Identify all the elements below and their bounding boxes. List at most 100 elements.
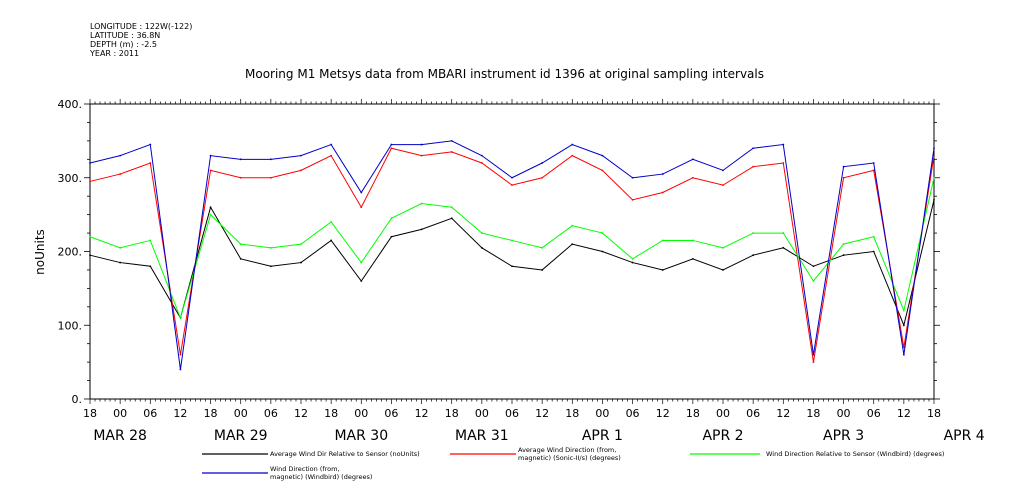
- data-point: [480, 246, 483, 249]
- data-point: [872, 169, 875, 172]
- data-point: [450, 217, 453, 220]
- data-point: [300, 154, 302, 157]
- data-point: [89, 162, 91, 164]
- data-point: [541, 162, 544, 164]
- data-point: [722, 169, 724, 172]
- data-point: [842, 165, 845, 168]
- x-tick-label: 00: [837, 407, 851, 420]
- y-tick-label: 400.: [58, 98, 83, 111]
- data-point: [300, 261, 302, 264]
- data-point: [269, 265, 272, 268]
- legend-label-3: Wind Direction Relative to Sensor (Windb…: [766, 450, 945, 458]
- data-point: [631, 257, 634, 260]
- data-point: [902, 324, 905, 327]
- data-point: [330, 143, 333, 146]
- y-tick-label: 200.: [58, 246, 83, 259]
- data-point: [842, 176, 845, 179]
- data-point: [420, 143, 423, 146]
- data-point: [752, 232, 755, 234]
- data-point: [631, 176, 634, 179]
- data-point: [752, 165, 755, 168]
- data-point: [902, 309, 905, 312]
- legend-label-2: Average Wind Direction (from, magnetic) …: [518, 446, 621, 462]
- data-point: [541, 269, 544, 271]
- data-point: [722, 246, 724, 249]
- data-point: [269, 246, 272, 249]
- data-point: [119, 246, 122, 249]
- legend: [202, 453, 760, 474]
- plot-frame: [89, 99, 935, 404]
- year-label: YEAR : 2011: [90, 49, 140, 58]
- series-line-2: [89, 147, 935, 363]
- data-point: [933, 176, 935, 179]
- data-point: [511, 184, 513, 187]
- chart-title: Mooring M1 Metsys data from MBARI instru…: [245, 67, 764, 81]
- series-line-3: [89, 177, 935, 320]
- data-point: [450, 139, 453, 142]
- data-point: [571, 243, 574, 246]
- data-point: [601, 232, 604, 234]
- x-tick-label: 06: [505, 407, 519, 420]
- x-tick-label: 00: [234, 407, 248, 420]
- x-day-label: APR 3: [823, 428, 864, 444]
- data-point: [511, 176, 513, 179]
- data-point: [571, 154, 574, 157]
- data-point: [480, 162, 483, 164]
- data-point: [330, 221, 333, 223]
- data-point: [661, 239, 664, 242]
- data-point: [661, 269, 664, 271]
- data-point: [390, 235, 393, 238]
- x-tick-label: 06: [867, 407, 881, 420]
- data-point: [933, 147, 935, 150]
- data-point: [631, 261, 634, 264]
- x-day-label: APR 4: [944, 428, 985, 444]
- x-tick-label: 18: [927, 407, 941, 420]
- latitude-label: LATITUDE : 36.8N: [90, 31, 161, 40]
- data-point: [933, 154, 935, 157]
- data-point: [300, 169, 302, 172]
- data-point: [239, 243, 242, 246]
- data-point: [782, 143, 785, 146]
- x-tick-label: 00: [113, 407, 127, 420]
- data-point: [933, 198, 935, 201]
- data-point: [872, 162, 875, 164]
- data-point: [691, 239, 694, 242]
- x-tick-label: 18: [565, 407, 579, 420]
- data-point: [601, 169, 604, 172]
- data-point: [691, 257, 694, 260]
- data-point: [842, 243, 845, 246]
- data-point: [209, 169, 212, 172]
- x-tick-label: 06: [143, 407, 157, 420]
- data-point: [239, 158, 242, 161]
- data-point: [511, 239, 513, 242]
- series-lines: [89, 139, 935, 371]
- x-tick-label: 12: [897, 407, 911, 420]
- x-tick-label: 18: [83, 407, 97, 420]
- data-point: [511, 265, 513, 268]
- data-point: [420, 228, 423, 231]
- data-point: [872, 250, 875, 253]
- data-point: [330, 239, 333, 242]
- data-point: [119, 261, 122, 264]
- data-point: [902, 346, 905, 349]
- legend-label-4: Wind Direction (from, magnetic) (Windbir…: [270, 465, 373, 481]
- y-tick-label: 100.: [58, 319, 83, 332]
- x-tick-label: 12: [535, 407, 549, 420]
- data-point: [149, 162, 152, 164]
- data-point: [89, 235, 91, 238]
- data-point: [842, 254, 845, 257]
- data-point: [812, 353, 815, 356]
- data-point: [360, 261, 363, 264]
- data-point: [661, 173, 664, 175]
- data-point: [782, 232, 785, 234]
- y-axis-label: noUnits: [33, 229, 47, 275]
- data-point: [390, 147, 393, 150]
- data-point: [872, 235, 875, 238]
- x-tick-label: 18: [686, 407, 700, 420]
- x-tick-label: 18: [204, 407, 218, 420]
- data-point: [390, 217, 393, 220]
- x-tick-label: 12: [294, 407, 308, 420]
- x-tick-label: 18: [806, 407, 820, 420]
- data-point: [330, 154, 333, 157]
